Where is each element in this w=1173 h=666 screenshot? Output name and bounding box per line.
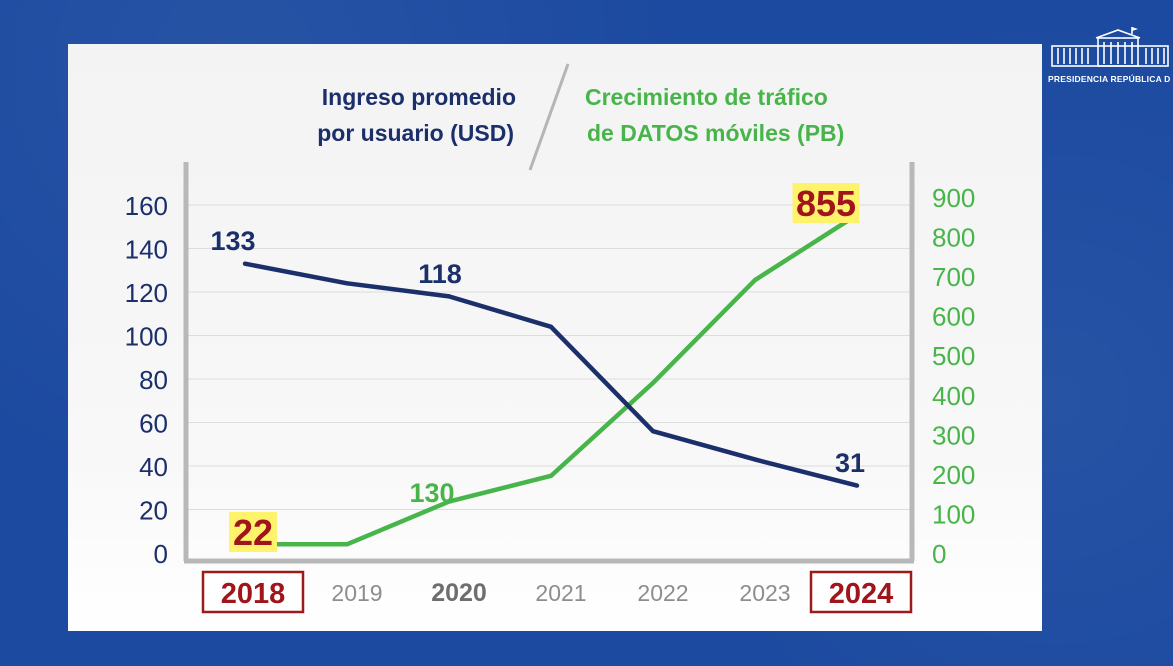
data-point-arpu — [242, 261, 248, 266]
data-label: 118 — [418, 259, 462, 289]
plot-area: 0 20 40 60 80 100 120 140 160 0 100 200 300 400 500 600… — [125, 162, 975, 614]
y-right-tick-label: 400 — [932, 381, 975, 411]
data-point-traffic — [752, 277, 758, 283]
data-label: 855 — [796, 183, 856, 224]
series-line-traffic — [255, 212, 859, 547]
x-tick-highlight-box — [201, 570, 305, 614]
left-title-line1: Ingreso promedio — [322, 84, 516, 110]
government-building-icon — [1051, 27, 1169, 67]
y-right-tick-label: 900 — [932, 183, 975, 213]
y-right-tick-label: 0 — [932, 539, 946, 569]
y-right-tick-label: 800 — [932, 223, 975, 253]
data-label: 130 — [409, 478, 454, 508]
logo-text: PRESIDENCIA REPÚBLICA D — [1048, 74, 1171, 84]
data-label-highlight — [229, 512, 277, 552]
y-left-tick-label: 120 — [125, 278, 168, 308]
y-right-tick-label: 100 — [932, 499, 975, 529]
data-label-highlight — [792, 183, 860, 223]
data-point-arpu — [446, 294, 452, 299]
x-tick-label: 2022 — [637, 580, 688, 606]
data-label: 31 — [835, 448, 865, 478]
y-right-tick-label: 700 — [932, 262, 975, 292]
y-left-tick-label: 20 — [139, 496, 168, 526]
y-left-tick-label: 160 — [125, 191, 168, 221]
y-left-tick-label: 40 — [139, 452, 168, 482]
x-tick-label: 2021 — [535, 580, 586, 606]
data-point-traffic — [650, 380, 656, 386]
series-line-arpu — [244, 261, 858, 488]
right-title-line2: de DATOS móviles (PB) — [587, 120, 844, 146]
data-label: 133 — [210, 226, 255, 256]
x-tick-label: 2024 — [829, 578, 894, 610]
data-point-traffic — [344, 542, 350, 547]
y-left-tick-label: 60 — [139, 409, 168, 439]
y-left-tick-label: 100 — [125, 322, 168, 352]
x-tick-label: 2023 — [739, 580, 790, 606]
right-title-line1: Crecimiento de tráfico — [585, 84, 828, 110]
x-tick-highlight-box — [809, 570, 913, 614]
y-right-tick-label: 600 — [932, 302, 975, 332]
x-tick-label: 2020 — [431, 579, 487, 607]
data-point-traffic — [548, 473, 554, 479]
x-tick-label: 2018 — [221, 578, 286, 610]
data-point-arpu — [752, 457, 758, 462]
y-right-tick-label: 200 — [932, 460, 975, 490]
presidency-logo: PRESIDENCIA REPÚBLICA D — [1048, 24, 1173, 94]
data-point-traffic — [446, 499, 452, 504]
y-left-tick-label: 140 — [125, 235, 168, 265]
data-label: 22 — [233, 512, 273, 553]
y-left-tick-label: 0 — [154, 539, 168, 569]
data-point-arpu — [548, 324, 554, 329]
title-divider — [528, 63, 570, 171]
y-right-tick-label: 500 — [932, 341, 975, 371]
data-point-arpu — [344, 281, 350, 286]
y-left-tick-label: 80 — [139, 365, 168, 395]
left-title-line2: por usuario (USD) — [317, 120, 514, 146]
data-point-arpu — [854, 483, 860, 488]
x-tick-label: 2019 — [331, 580, 382, 606]
y-right-tick-label: 300 — [932, 420, 975, 450]
data-point-arpu — [650, 429, 656, 434]
